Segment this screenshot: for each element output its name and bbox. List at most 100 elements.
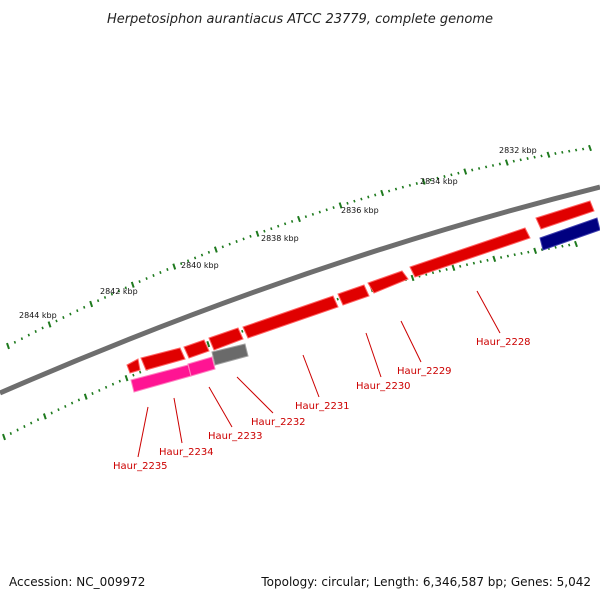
- minor-tick: [401, 185, 405, 189]
- gene-label-haur-2228[interactable]: Haur_2228: [476, 337, 531, 348]
- minor-tick: [20, 337, 24, 341]
- major-tick: [89, 300, 94, 308]
- minor-tick: [477, 167, 481, 170]
- minor-tick: [568, 149, 571, 153]
- minor-tick: [367, 195, 370, 199]
- minor-tick: [41, 326, 44, 330]
- gene-label-haur-2234[interactable]: Haur_2234: [159, 447, 214, 458]
- minor-tick: [465, 263, 469, 267]
- scale-label-2842: 2842 kbp: [100, 287, 138, 296]
- gene-arrow-haur-2227[interactable]: [535, 200, 595, 230]
- leader-haur-2233: [208, 386, 233, 428]
- minor-tick: [76, 309, 79, 313]
- minor-tick: [57, 408, 60, 412]
- major-tick: [297, 215, 301, 223]
- gene-block-gray[interactable]: [211, 343, 249, 366]
- minor-tick: [36, 418, 40, 422]
- major-tick: [492, 255, 497, 263]
- gene-label-haur-2233[interactable]: Haur_2233: [208, 431, 263, 442]
- minor-tick: [471, 168, 474, 172]
- major-tick: [255, 230, 260, 237]
- minor-tick: [499, 256, 503, 259]
- gene-arrow-haur-2229[interactable]: [367, 270, 409, 294]
- gene-arrow-haur-2234[interactable]: [140, 347, 186, 371]
- gene-block-pink-2[interactable]: [187, 356, 216, 377]
- minor-tick: [472, 261, 476, 265]
- leader-haur-2234: [173, 397, 183, 444]
- gene-label-haur-2230[interactable]: Haur_2230: [356, 381, 411, 392]
- major-tick: [588, 144, 592, 152]
- minor-tick: [132, 373, 135, 377]
- minor-tick: [249, 234, 252, 238]
- minor-tick: [498, 162, 502, 166]
- minor-tick: [117, 289, 121, 293]
- scale-label-2832: 2832 kbp: [499, 146, 537, 155]
- leader-haur-2229: [400, 320, 422, 363]
- minor-tick: [77, 398, 81, 402]
- major-tick: [338, 202, 343, 209]
- minor-tick: [540, 248, 544, 252]
- forward-strand-genes: [126, 200, 595, 374]
- minor-tick: [429, 178, 432, 182]
- major-tick: [6, 342, 10, 350]
- gene-label-leaders: [137, 290, 501, 458]
- minor-tick: [104, 385, 108, 389]
- minor-tick: [290, 219, 294, 223]
- map-title: Herpetosiphon aurantiacus ATCC 23779, co…: [107, 12, 493, 27]
- gene-label-haur-2229[interactable]: Haur_2229: [397, 366, 452, 377]
- minor-tick: [34, 330, 37, 333]
- genome-summary-text: Topology: circular; Length: 6,346,587 bp…: [261, 575, 591, 589]
- minor-tick: [96, 299, 100, 303]
- minor-tick: [124, 286, 127, 290]
- minor-tick: [520, 251, 523, 255]
- minor-tick: [64, 404, 67, 408]
- gene-arrow-haur-2235[interactable]: [126, 358, 141, 374]
- major-tick: [124, 374, 129, 382]
- gene-arrow-haur-2230[interactable]: [337, 284, 370, 306]
- minor-tick: [242, 237, 245, 241]
- major-tick: [2, 433, 6, 441]
- gene-labels: Haur_2228 Haur_2229 Haur_2230 Haur_2231 …: [113, 337, 531, 472]
- major-tick: [130, 281, 135, 288]
- gene-label-haur-2232[interactable]: Haur_2232: [251, 417, 306, 428]
- gene-arrow-haur-2232[interactable]: [208, 327, 244, 351]
- gene-arrow-haur-2228[interactable]: [409, 227, 531, 278]
- major-tick: [574, 240, 578, 248]
- minor-tick: [69, 312, 72, 316]
- minor-tick: [554, 245, 557, 249]
- minor-tick: [241, 329, 244, 333]
- minor-tick: [311, 212, 315, 216]
- minor-tick: [277, 224, 280, 228]
- major-tick: [533, 247, 538, 255]
- gene-label-haur-2235[interactable]: Haur_2235: [113, 461, 168, 472]
- scale-labels: 2832 kbp 2834 kbp 2836 kbp 2838 kbp 2840…: [19, 146, 537, 320]
- leader-haur-2235: [137, 406, 149, 458]
- minor-tick: [519, 158, 522, 162]
- minor-tick: [139, 370, 142, 374]
- scale-label-2834: 2834 kbp: [420, 177, 458, 186]
- minor-tick: [360, 197, 363, 201]
- minor-tick: [138, 280, 141, 284]
- gene-block-navy[interactable]: [539, 217, 600, 251]
- gene-arrow-haur-2233[interactable]: [183, 339, 210, 359]
- minor-tick: [98, 388, 101, 392]
- minor-tick: [235, 240, 238, 243]
- minor-tick: [568, 243, 571, 247]
- major-tick: [463, 168, 468, 175]
- minor-tick: [336, 297, 339, 301]
- minor-tick: [83, 305, 86, 309]
- major-tick: [451, 264, 456, 272]
- minor-tick: [491, 164, 495, 167]
- leader-haur-2230: [365, 332, 382, 378]
- gene-label-haur-2231[interactable]: Haur_2231: [295, 401, 350, 412]
- outer-tick-ring: [6, 144, 592, 350]
- leader-haur-2231: [302, 354, 320, 398]
- major-tick: [421, 178, 426, 185]
- minor-tick: [459, 264, 462, 268]
- leader-haur-2228: [476, 290, 501, 334]
- gene-arrow-haur-2231[interactable]: [242, 295, 339, 339]
- major-tick: [213, 246, 218, 253]
- minor-tick: [228, 242, 231, 246]
- major-tick: [546, 151, 551, 158]
